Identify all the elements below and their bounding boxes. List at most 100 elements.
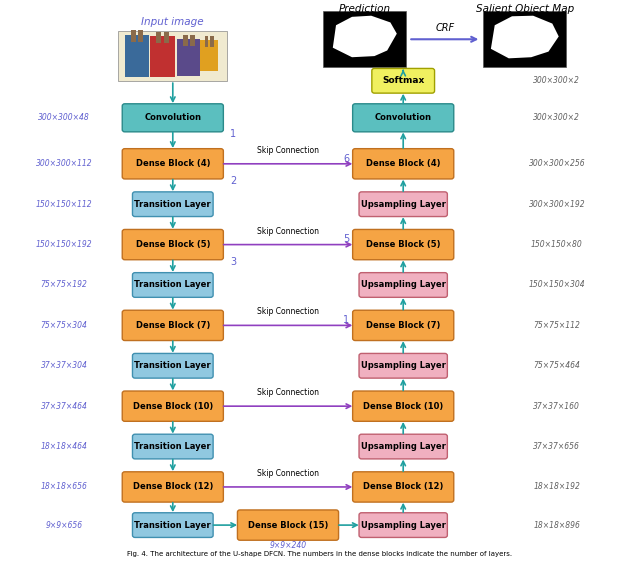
- Text: Convolution: Convolution: [374, 113, 432, 122]
- Text: 300×300×2: 300×300×2: [533, 113, 580, 122]
- FancyBboxPatch shape: [237, 510, 339, 540]
- Text: Input image: Input image: [141, 17, 204, 27]
- Text: 75×75×464: 75×75×464: [533, 361, 580, 370]
- Text: 75×75×112: 75×75×112: [533, 321, 580, 330]
- Bar: [200, 40, 218, 71]
- FancyBboxPatch shape: [359, 273, 447, 297]
- Text: Upsampling Layer: Upsampling Layer: [361, 200, 445, 209]
- Text: Skip Connection: Skip Connection: [257, 227, 319, 236]
- Text: Upsampling Layer: Upsampling Layer: [361, 442, 445, 451]
- FancyBboxPatch shape: [353, 104, 454, 132]
- Text: 37×37×656: 37×37×656: [533, 442, 580, 451]
- Bar: [156, 32, 161, 43]
- FancyBboxPatch shape: [359, 513, 447, 537]
- Text: 18×18×192: 18×18×192: [533, 482, 580, 491]
- Text: 300×300×192: 300×300×192: [529, 200, 585, 209]
- Text: Prediction: Prediction: [339, 4, 391, 14]
- FancyBboxPatch shape: [353, 149, 454, 179]
- Text: Transition Layer: Transition Layer: [134, 200, 211, 209]
- Text: Salient Object Map: Salient Object Map: [476, 4, 574, 14]
- FancyBboxPatch shape: [122, 229, 223, 260]
- Bar: [190, 35, 195, 46]
- Text: 37×37×160: 37×37×160: [533, 402, 580, 411]
- Text: 150×150×112: 150×150×112: [36, 200, 92, 209]
- Bar: [323, 11, 406, 67]
- Bar: [131, 30, 136, 42]
- FancyBboxPatch shape: [122, 149, 223, 179]
- Text: Fig. 4. The architecture of the U-shape DFCN. The numbers in the dense blocks in: Fig. 4. The architecture of the U-shape …: [127, 550, 513, 557]
- Text: 300×300×112: 300×300×112: [36, 159, 92, 168]
- Text: 37×37×464: 37×37×464: [40, 402, 88, 411]
- FancyBboxPatch shape: [122, 472, 223, 502]
- Text: Dense Block (5): Dense Block (5): [136, 240, 210, 249]
- FancyBboxPatch shape: [359, 434, 447, 459]
- Polygon shape: [333, 16, 397, 57]
- Text: Dense Block (12): Dense Block (12): [132, 482, 213, 491]
- Text: Dense Block (10): Dense Block (10): [363, 402, 444, 411]
- Bar: [177, 39, 200, 76]
- Text: 150×150×192: 150×150×192: [36, 240, 92, 249]
- Text: 75×75×192: 75×75×192: [40, 280, 88, 289]
- Text: Upsampling Layer: Upsampling Layer: [361, 361, 445, 370]
- Text: 1: 1: [343, 315, 349, 325]
- Text: Transition Layer: Transition Layer: [134, 442, 211, 451]
- Bar: [210, 36, 214, 47]
- Text: Dense Block (12): Dense Block (12): [363, 482, 444, 491]
- FancyBboxPatch shape: [353, 472, 454, 502]
- Text: Dense Block (15): Dense Block (15): [248, 521, 328, 530]
- Bar: [164, 32, 169, 43]
- Text: Softmax: Softmax: [382, 76, 424, 85]
- Bar: [183, 35, 188, 46]
- FancyBboxPatch shape: [122, 104, 223, 132]
- Text: Dense Block (10): Dense Block (10): [132, 402, 213, 411]
- Text: Skip Connection: Skip Connection: [257, 307, 319, 316]
- FancyBboxPatch shape: [353, 229, 454, 260]
- Text: 150×150×304: 150×150×304: [529, 280, 585, 289]
- Text: Transition Layer: Transition Layer: [134, 280, 211, 289]
- Text: Dense Block (4): Dense Block (4): [366, 159, 440, 168]
- FancyBboxPatch shape: [132, 192, 213, 217]
- Text: 18×18×656: 18×18×656: [40, 482, 88, 491]
- Text: Dense Block (5): Dense Block (5): [366, 240, 440, 249]
- Text: 300×300×48: 300×300×48: [38, 113, 90, 122]
- Text: 5: 5: [343, 234, 349, 245]
- Text: 6: 6: [343, 154, 349, 164]
- Text: 1: 1: [230, 129, 237, 139]
- Text: Skip Connection: Skip Connection: [257, 146, 319, 155]
- Text: Convolution: Convolution: [144, 113, 202, 122]
- Text: 18×18×896: 18×18×896: [533, 521, 580, 530]
- Text: Dense Block (4): Dense Block (4): [136, 159, 210, 168]
- FancyBboxPatch shape: [122, 391, 223, 421]
- Text: 300×300×2: 300×300×2: [533, 76, 580, 85]
- Text: Skip Connection: Skip Connection: [257, 388, 319, 397]
- Text: Transition Layer: Transition Layer: [134, 521, 211, 530]
- Text: 2: 2: [230, 176, 237, 186]
- FancyBboxPatch shape: [372, 68, 435, 93]
- FancyBboxPatch shape: [122, 310, 223, 341]
- Text: 37×37×304: 37×37×304: [40, 361, 88, 370]
- Text: Skip Connection: Skip Connection: [257, 469, 319, 478]
- Polygon shape: [491, 16, 559, 58]
- Text: Transition Layer: Transition Layer: [134, 361, 211, 370]
- FancyBboxPatch shape: [359, 353, 447, 378]
- FancyBboxPatch shape: [359, 192, 447, 217]
- Bar: [138, 30, 143, 42]
- FancyBboxPatch shape: [132, 434, 213, 459]
- FancyBboxPatch shape: [353, 310, 454, 341]
- Text: 300×300×256: 300×300×256: [529, 159, 585, 168]
- FancyBboxPatch shape: [132, 513, 213, 537]
- Text: Dense Block (7): Dense Block (7): [136, 321, 210, 330]
- Text: CRF: CRF: [435, 22, 454, 33]
- Bar: [150, 36, 175, 77]
- FancyBboxPatch shape: [132, 273, 213, 297]
- Bar: [483, 11, 566, 67]
- Text: 9×9×656: 9×9×656: [45, 521, 83, 530]
- Bar: [125, 35, 149, 77]
- Text: 3: 3: [230, 257, 237, 267]
- Text: 9×9×240: 9×9×240: [269, 541, 307, 550]
- Text: Upsampling Layer: Upsampling Layer: [361, 280, 445, 289]
- Bar: [205, 36, 209, 47]
- Text: Upsampling Layer: Upsampling Layer: [361, 521, 445, 530]
- FancyBboxPatch shape: [132, 353, 213, 378]
- Text: 18×18×464: 18×18×464: [40, 442, 88, 451]
